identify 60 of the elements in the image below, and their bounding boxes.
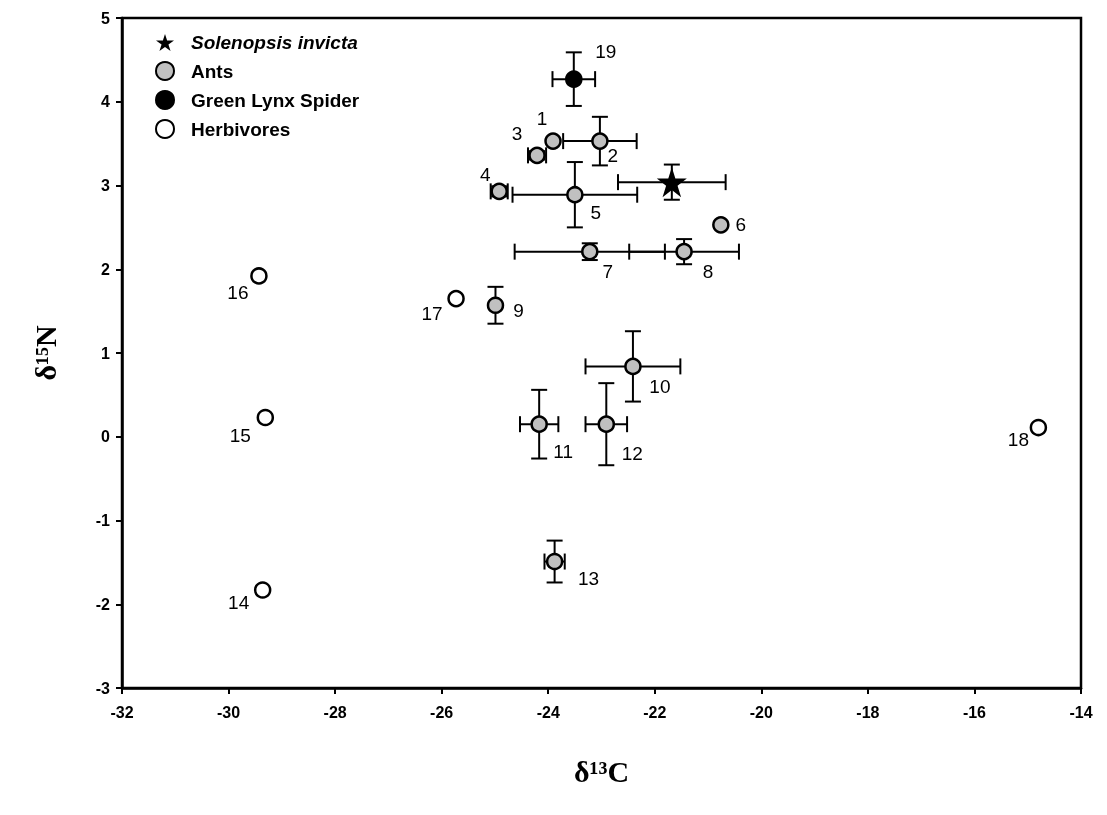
y-tick-label: 5 [101, 9, 111, 27]
point [447, 289, 465, 308]
annotation: 8 [702, 261, 714, 283]
annotation: 15 [229, 424, 251, 446]
annotation: 3 [511, 122, 523, 144]
x-tick-label: -20 [749, 703, 773, 721]
annotation: 6 [735, 214, 747, 236]
point [675, 242, 693, 261]
point [712, 216, 730, 234]
annotation: 5 [590, 202, 602, 224]
y-tick-label: -1 [95, 512, 111, 529]
point [544, 132, 562, 150]
annotation: 13 [578, 568, 600, 590]
x-tick-label: -30 [216, 703, 241, 721]
point [1029, 418, 1048, 437]
x-tick-label: -32 [110, 703, 134, 721]
x-tick-label: -16 [962, 703, 987, 721]
point [250, 267, 268, 285]
legend-label: Green Lynx Spider [191, 89, 360, 111]
annotation: 14 [228, 591, 250, 613]
point [591, 132, 609, 150]
point [656, 167, 687, 198]
annotation: 4 [479, 163, 491, 185]
annotation: 9 [513, 299, 524, 321]
y-tick-label: 0 [101, 428, 111, 446]
annotation: 7 [602, 261, 614, 283]
annotation: 2 [607, 144, 619, 166]
annotation: 17 [421, 303, 443, 325]
annotation: 11 [553, 440, 574, 462]
annotation: 1 [536, 107, 548, 129]
x-tick-label: -22 [643, 703, 667, 721]
y-tick-label: 2 [101, 260, 111, 278]
point [253, 581, 272, 599]
point [597, 415, 616, 433]
legend-label: Solenopsis invicta [191, 32, 359, 53]
y-tick-label: 1 [101, 344, 111, 362]
legend-label: Herbivores [191, 118, 291, 140]
x-tick-label: -14 [1069, 703, 1093, 721]
x-tick-label: -24 [536, 703, 560, 721]
point [624, 357, 642, 376]
annotation: 12 [621, 442, 643, 464]
y-tick-label: -3 [95, 679, 111, 697]
y-tick-label: 4 [101, 93, 111, 111]
x-tick-label: -28 [323, 703, 347, 721]
y-tick-label: -2 [95, 595, 111, 613]
y-axis-title: δ¹⁵N [28, 325, 62, 381]
x-axis-title: δ¹³C [573, 754, 630, 788]
annotation: 10 [649, 375, 671, 397]
annotation: 18 [1007, 429, 1029, 451]
y-tick-label: 3 [101, 177, 111, 194]
annotation: 19 [595, 40, 617, 62]
x-tick-label: -18 [856, 703, 880, 721]
point [530, 415, 548, 433]
point [486, 296, 505, 315]
legend-label: Ants [191, 60, 234, 82]
annotation: 16 [227, 282, 249, 304]
point [565, 70, 583, 88]
point [566, 185, 584, 204]
x-tick-label: -26 [430, 703, 454, 721]
point [256, 408, 275, 427]
